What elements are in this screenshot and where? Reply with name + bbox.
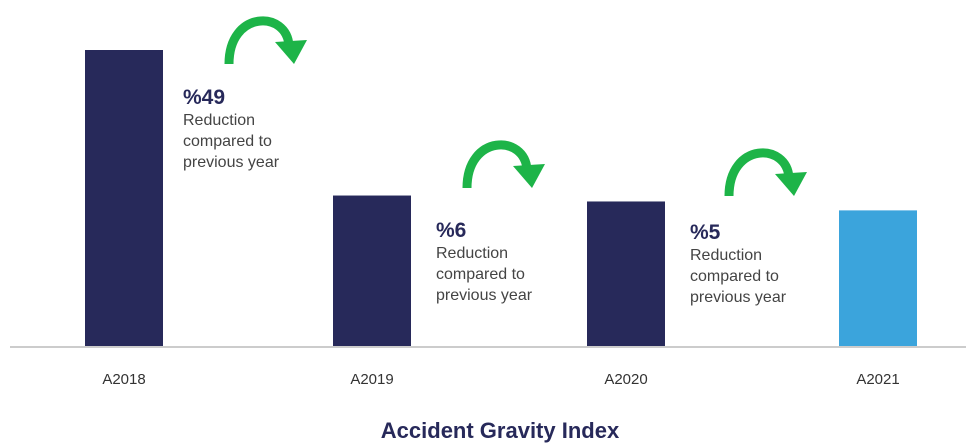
annotation-1: %49 Reduction compared to previous year [183, 86, 333, 173]
category-label: A2021 [856, 371, 899, 388]
annotation-line: Reduction [183, 112, 256, 129]
annotation-line: compared to [690, 268, 779, 285]
arrows-group [224, 16, 807, 197]
annotation-line: Reduction [436, 245, 509, 262]
curved-arrow-icon [224, 16, 307, 65]
category-label: A2019 [350, 371, 393, 388]
annotation-line: compared to [436, 266, 525, 283]
category-label: A2020 [604, 371, 647, 388]
bar-A2020 [587, 201, 665, 347]
annotation-percent: %49 [183, 86, 226, 109]
category-labels: A2018 A2019 A2020 A2021 [102, 371, 899, 388]
curved-arrow-icon [724, 148, 807, 197]
bars-group [85, 50, 917, 347]
annotation-percent: %5 [690, 221, 721, 244]
annotation-line: Reduction [690, 247, 763, 264]
chart-title: Accident Gravity Index [381, 418, 620, 443]
category-label: A2018 [102, 371, 145, 388]
annotation-line: previous year [183, 154, 280, 171]
bar-A2021 [839, 210, 917, 347]
bar-A2018 [85, 50, 163, 347]
annotation-3: %5 Reduction compared to previous year [690, 221, 840, 308]
bar-A2019 [333, 195, 411, 347]
curved-arrow-icon [462, 140, 545, 189]
annotation-2: %6 Reduction compared to previous year [436, 219, 586, 306]
annotation-line: previous year [690, 289, 787, 306]
annotation-percent: %6 [436, 219, 467, 242]
annotation-line: previous year [436, 287, 533, 304]
annotation-line: compared to [183, 133, 272, 150]
